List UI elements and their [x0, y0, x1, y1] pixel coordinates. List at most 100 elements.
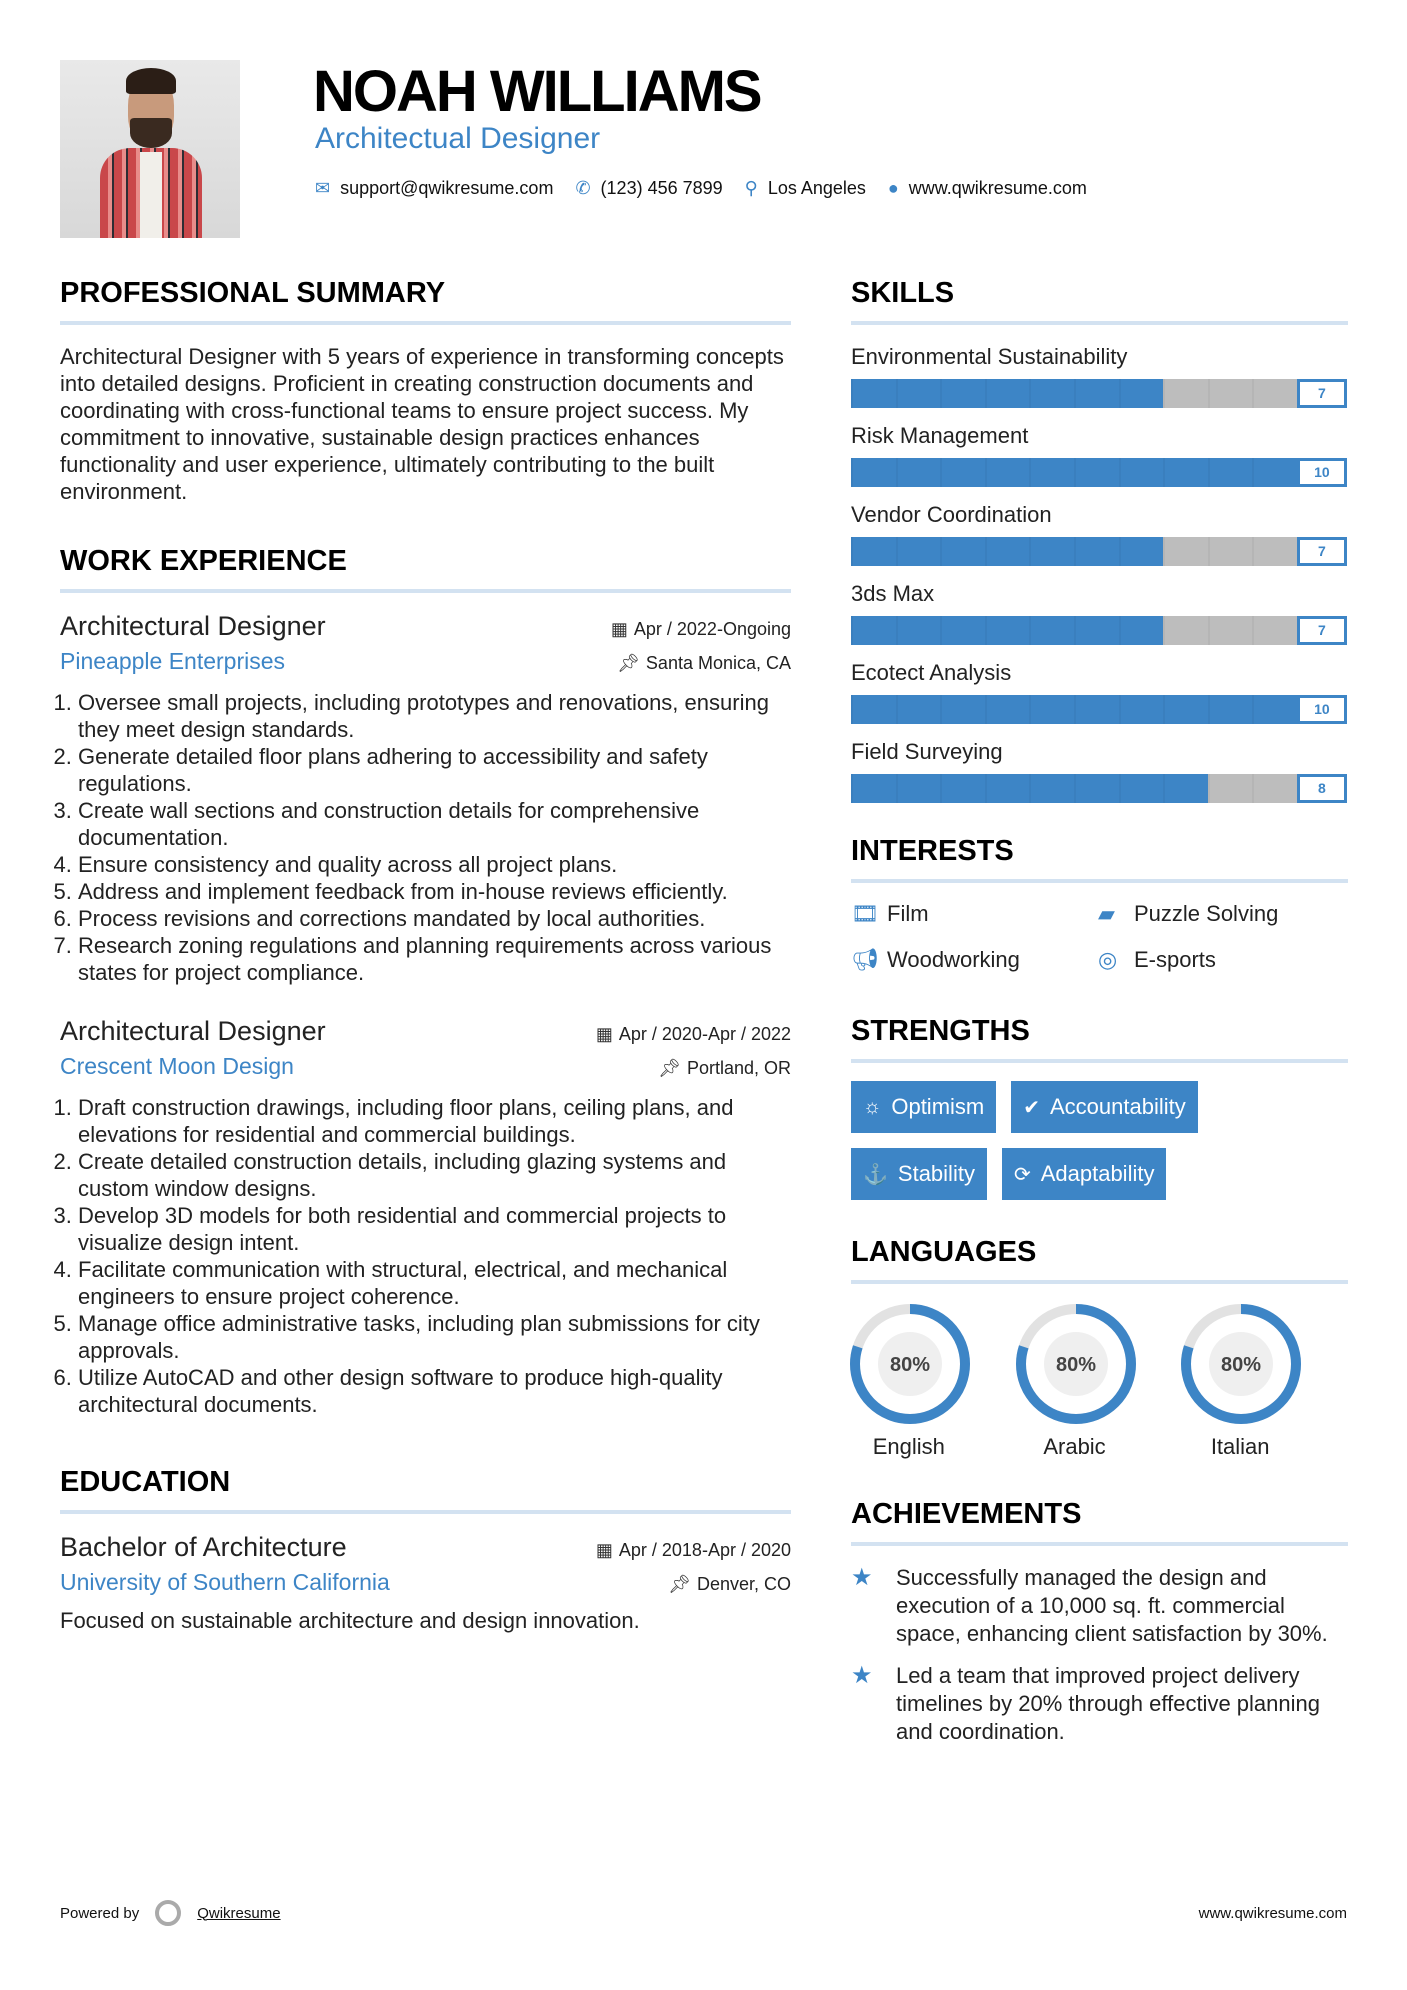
job-bullet: Draft construction drawings, including f…	[78, 1094, 791, 1148]
qwikresume-logo-icon	[155, 1900, 182, 1926]
skill-bar-segment	[1073, 379, 1119, 408]
interest-label: Woodworking	[887, 947, 1020, 972]
interest-item: ◎ E-sports	[1098, 947, 1348, 973]
donut-progress	[1015, 1304, 1136, 1424]
job-bullet: Create wall sections and construction de…	[78, 797, 791, 851]
skill-bar-segment	[1163, 774, 1208, 803]
candidate-title: Architectual Designer	[315, 122, 601, 155]
skill-bar-segment	[1029, 616, 1074, 645]
skill-label: Field Surveying	[851, 739, 1003, 764]
language-name: Arabic	[1043, 1434, 1106, 1459]
skill-bar-segment	[851, 458, 896, 487]
skill-bar-segment	[1118, 458, 1164, 487]
skill-bar-segment	[1252, 379, 1297, 408]
skill-bar-segment	[1252, 616, 1297, 645]
skill-bar-segment	[1252, 537, 1297, 566]
pushpin-icon: 📌︎	[617, 653, 640, 673]
job-bullet: Develop 3D models for both residential a…	[78, 1202, 791, 1256]
school-name: University of Southern California	[60, 1569, 390, 1595]
skill-bar-segment	[1029, 537, 1074, 566]
skill-bar-segment	[1118, 774, 1164, 803]
skill-bar-segment	[1029, 458, 1074, 487]
skill-bar-segment	[1073, 695, 1119, 724]
skill-bar-segment	[1073, 458, 1119, 487]
skill-item: Field Surveying 8	[851, 738, 1348, 803]
skill-item: Ecotect Analysis 10	[851, 659, 1348, 724]
phone-icon: ✆	[575, 178, 591, 198]
skill-level: 7	[1296, 537, 1347, 566]
footer-website[interactable]: www.qwikresume.com	[1198, 1904, 1347, 1922]
skill-bar: 7	[851, 379, 1348, 408]
skill-bar-segment	[1207, 458, 1253, 487]
job-bullet: Address and implement feedback from in-h…	[78, 878, 791, 905]
skill-bar-segment	[895, 458, 941, 487]
website-link[interactable]: www.qwikresume.com	[908, 178, 1087, 198]
skill-bar-segment	[984, 537, 1030, 566]
phone-text: (123) 456 7899	[600, 178, 723, 198]
job-entry: Architectural Designer ▦ Apr / 2022-Ongoi…	[60, 611, 791, 986]
skill-bar-segment	[1163, 695, 1208, 724]
job-bullet: Generate detailed floor plans adhering t…	[78, 743, 791, 797]
skill-bar-segment	[984, 458, 1030, 487]
left-column: PROFESSIONAL SUMMARY Architectural Desig…	[60, 275, 791, 1634]
job-date: Apr / 2022-Ongoing	[633, 619, 791, 639]
skill-bar-segment	[1073, 537, 1119, 566]
strength-label: Stability	[897, 1161, 975, 1186]
envelope-icon: ✉	[315, 178, 331, 198]
achievement-text: Successfully managed the design and exec…	[896, 1565, 1328, 1646]
skill-level: 7	[1296, 616, 1347, 645]
skill-item: Vendor Coordination 7	[851, 501, 1348, 566]
degree-title: Bachelor of Architecture	[60, 1532, 347, 1562]
strength-label: Adaptability	[1040, 1161, 1155, 1186]
skill-bar-segment	[940, 616, 985, 645]
job-bullet: Oversee small projects, including protot…	[78, 689, 791, 743]
skill-bar-segment	[1073, 616, 1119, 645]
job-bullet: Create detailed construction details, in…	[78, 1148, 791, 1202]
skill-bar-segment	[851, 616, 896, 645]
donut-center	[878, 1332, 942, 1396]
company-name: Crescent Moon Design	[60, 1053, 294, 1079]
strength-badge: ⚓ Stability	[851, 1148, 987, 1200]
education-description: Focused on sustainable architecture and …	[60, 1608, 640, 1633]
job-bullet: Ensure consistency and quality across al…	[78, 851, 791, 878]
job-bullet: Manage office administrative tasks, incl…	[78, 1310, 791, 1364]
job-bullet: Facilitate communication with structural…	[78, 1256, 791, 1310]
achievement-text: Led a team that improved project deliver…	[896, 1663, 1320, 1744]
skill-bar-segment	[984, 379, 1030, 408]
strength-badge: ☼ Optimism	[851, 1081, 997, 1133]
powered-by-text: Powered by	[60, 1904, 140, 1922]
skill-bar-segment	[1029, 774, 1074, 803]
skill-bar-segment	[1207, 774, 1253, 803]
language-donut: 80%	[850, 1304, 970, 1424]
interest-item: 📢︎ Woodworking	[851, 947, 1098, 973]
interest-item: 🎞︎ Film	[851, 901, 1098, 927]
experience-heading: WORK EXPERIENCE	[60, 543, 791, 593]
summary-text: Architectural Designer with 5 years of e…	[60, 344, 784, 504]
refresh-icon: ⟳	[1013, 1163, 1031, 1186]
language-donut: 80%	[1181, 1304, 1302, 1424]
pushpin-icon: 📌︎	[658, 1058, 681, 1078]
language-donut: 80%	[1015, 1304, 1136, 1424]
skill-bar-segment	[940, 774, 985, 803]
email-link[interactable]: support@qwikresume.com	[340, 178, 554, 198]
donut-center	[1209, 1332, 1274, 1396]
skill-bar-segment	[1118, 537, 1164, 566]
strength-badge: ⟳ Adaptability	[1001, 1148, 1167, 1200]
skill-bar-segment	[1163, 537, 1208, 566]
interest-label: Puzzle Solving	[1134, 901, 1279, 926]
job-title: Architectural Designer	[60, 1016, 326, 1046]
skill-bar-segment	[940, 379, 985, 408]
skill-label: Environmental Sustainability	[851, 344, 1128, 369]
skill-bar-segment	[895, 616, 941, 645]
qwikresume-link[interactable]: Qwikresume	[197, 1904, 281, 1922]
pushpin-icon: 📌︎	[668, 1574, 691, 1594]
skill-bar-segment	[1163, 458, 1208, 487]
skill-bar-segment	[895, 379, 941, 408]
language-item: 80% Italian	[1181, 1302, 1348, 1460]
job-bullet: Process revisions and corrections mandat…	[78, 905, 791, 932]
star-icon: ★	[851, 1662, 873, 1689]
company-name: Pineapple Enterprises	[60, 648, 286, 674]
star-icon: ★	[851, 1564, 873, 1591]
calendar-icon: ▦	[595, 1024, 613, 1044]
skill-bar: 7	[851, 537, 1348, 566]
